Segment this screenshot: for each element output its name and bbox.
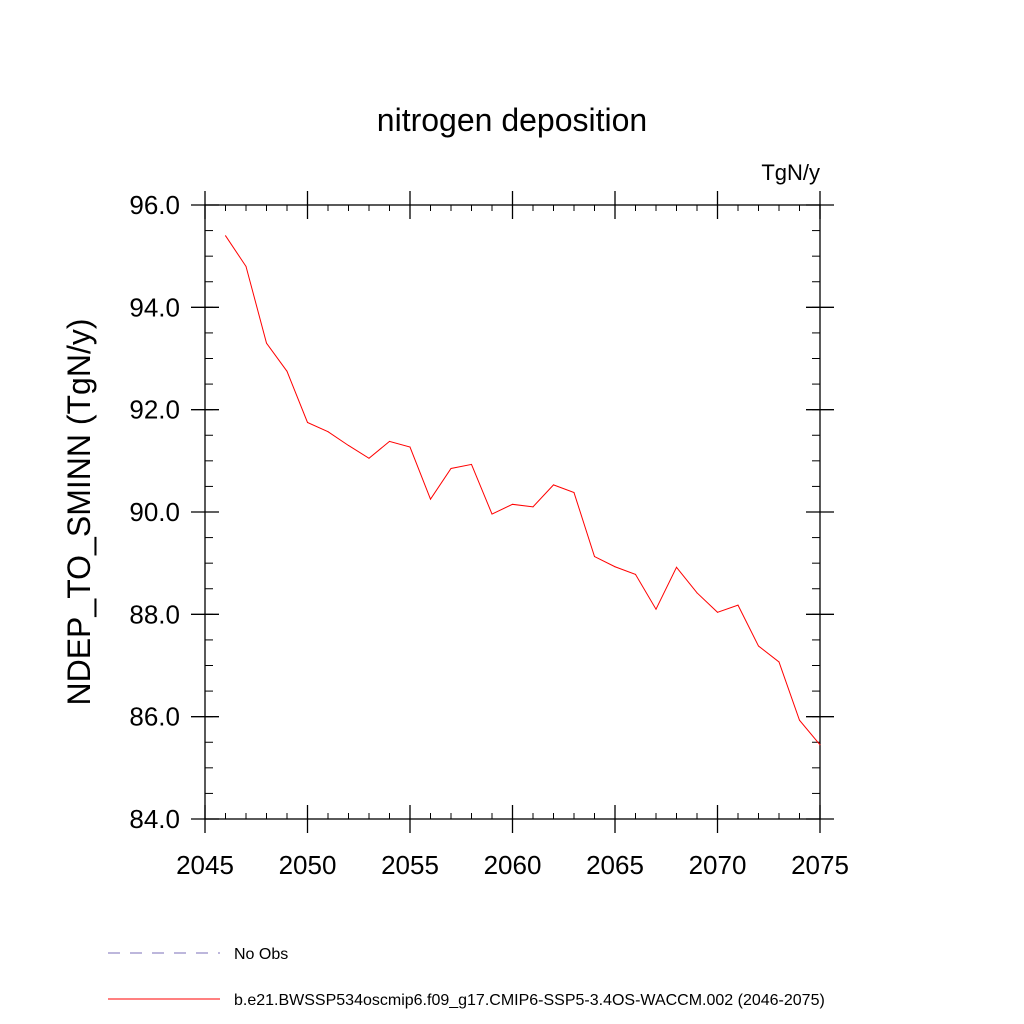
data-point xyxy=(614,566,616,568)
series-line-1 xyxy=(225,235,821,746)
data-point xyxy=(409,446,411,448)
data-point xyxy=(512,503,513,505)
x-tick-label: 2050 xyxy=(279,850,337,880)
data-point xyxy=(491,513,493,515)
y-tick-label: 94.0 xyxy=(129,292,180,322)
legend: No Obs b.e21.BWSSP534oscmip6.f09_g17.CMIP… xyxy=(108,946,825,1009)
data-point xyxy=(799,719,800,721)
plot-frame xyxy=(204,204,821,820)
data-point xyxy=(471,463,472,465)
data-point xyxy=(655,608,657,610)
y-tick-label: 84.0 xyxy=(129,804,180,834)
x-tick-label: 2060 xyxy=(484,850,542,880)
data-point xyxy=(450,468,452,470)
x-tick-label: 2055 xyxy=(381,850,439,880)
x-tick-label: 2075 xyxy=(791,850,849,880)
legend-label-1: b.e21.BWSSP534oscmip6.f09_g17.CMIP6-SSP5… xyxy=(234,992,825,1009)
data-point xyxy=(676,566,677,568)
data-point xyxy=(778,661,780,663)
y-tick-label: 88.0 xyxy=(129,599,180,629)
plot-area xyxy=(225,235,821,746)
data-point xyxy=(635,573,636,575)
data-point xyxy=(532,506,534,508)
y-axis-label: NDEP_TO_SMINN (TgN/y) xyxy=(61,318,97,705)
axes: 2045 2050 2055 2060 2065 2070 2075 84.0 86.0 88.0… xyxy=(129,190,849,880)
data-point xyxy=(368,457,370,459)
data-point xyxy=(307,421,308,423)
data-point xyxy=(266,342,267,344)
data-point xyxy=(717,611,718,613)
x-tick-label: 2070 xyxy=(689,850,747,880)
data-point xyxy=(553,484,554,486)
y-tick-label: 90.0 xyxy=(129,497,180,527)
data-point xyxy=(430,498,431,500)
data-point xyxy=(286,370,288,372)
data-point xyxy=(245,265,247,267)
data-point xyxy=(573,492,575,494)
legend-label-0: No Obs xyxy=(234,946,288,963)
data-point xyxy=(225,235,226,237)
data-point xyxy=(819,744,821,746)
data-point xyxy=(758,645,759,647)
data-point xyxy=(696,592,698,594)
x-tick-label: 2045 xyxy=(176,850,234,880)
units-label: TgN/y xyxy=(761,160,820,185)
y-tick-label: 92.0 xyxy=(129,395,180,425)
y-tick-label: 96.0 xyxy=(129,190,180,220)
chart-title: nitrogen deposition xyxy=(377,102,647,138)
data-point xyxy=(348,444,349,446)
data-point xyxy=(327,431,329,433)
x-tick-label: 2065 xyxy=(586,850,644,880)
y-tick-label: 86.0 xyxy=(129,702,180,732)
data-point xyxy=(737,604,739,606)
data-point xyxy=(389,440,390,442)
data-point xyxy=(594,556,595,558)
